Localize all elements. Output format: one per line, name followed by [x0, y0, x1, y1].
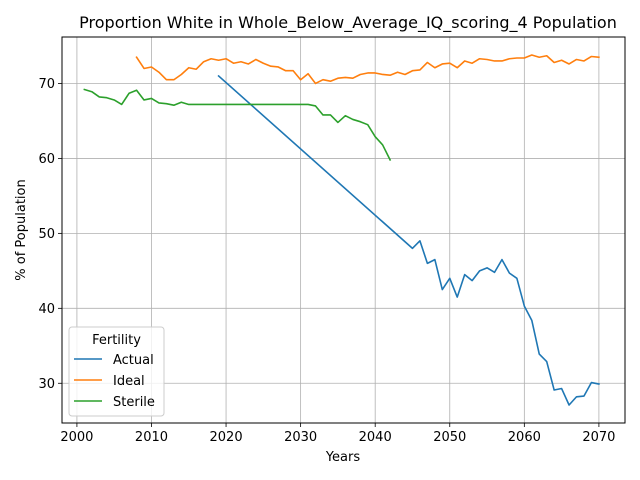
chart-title: Proportion White in Whole_Below_Average_…	[79, 13, 617, 33]
x-axis-label: Years	[325, 450, 361, 465]
y-tick-label: 30	[38, 377, 55, 392]
x-tick-label: 2030	[284, 430, 317, 445]
y-axis: 30 40 50 60 70	[38, 77, 62, 392]
x-tick-label: 2010	[135, 430, 168, 445]
legend: Fertility Actual Ideal Sterile	[68, 326, 165, 417]
x-tick-label: 2070	[582, 430, 615, 445]
y-tick-label: 40	[38, 302, 55, 317]
legend-box	[68, 326, 165, 417]
legend-label-actual: Actual	[113, 353, 154, 368]
series-line-actual	[217, 74, 600, 406]
legend-label-sterile: Sterile	[113, 395, 155, 410]
y-tick-label: 50	[38, 227, 55, 242]
x-tick-label: 2050	[433, 430, 466, 445]
x-tick-label: 2020	[210, 430, 243, 445]
x-tick-label: 2040	[359, 430, 392, 445]
legend-label-ideal: Ideal	[113, 374, 145, 389]
x-tick-label: 2060	[508, 430, 541, 445]
legend-title: Fertility	[92, 333, 141, 348]
y-tick-label: 70	[38, 77, 55, 92]
x-tick-label: 2000	[60, 430, 93, 445]
series-line-sterile	[83, 88, 392, 161]
series-line-ideal	[135, 54, 600, 85]
plot-frame	[61, 36, 626, 424]
series-layer	[83, 54, 600, 406]
legend-items: Actual Ideal Sterile	[74, 353, 155, 410]
x-axis: 2000 2010 2020 2030 2040 2050 2060 2070	[60, 423, 615, 445]
y-axis-label: % of Population	[14, 179, 29, 280]
y-tick-label: 60	[38, 152, 55, 167]
